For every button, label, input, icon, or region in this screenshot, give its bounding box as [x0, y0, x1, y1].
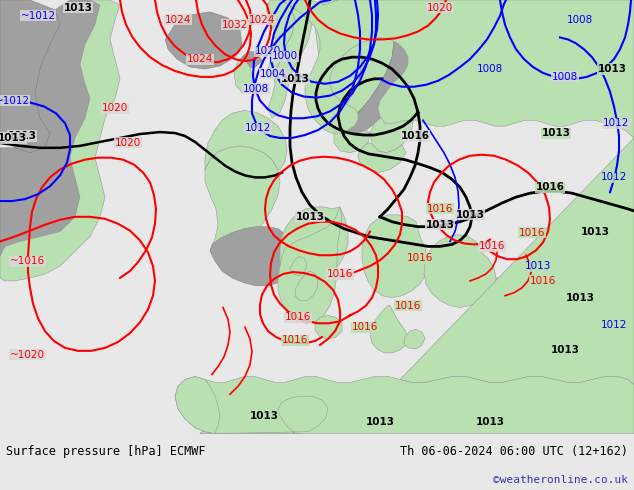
Text: 1004: 1004 [260, 69, 286, 79]
Polygon shape [496, 272, 548, 318]
Text: 1012: 1012 [603, 118, 629, 128]
Polygon shape [200, 412, 300, 434]
Text: 1013: 1013 [541, 128, 571, 138]
Text: 1032: 1032 [222, 20, 248, 29]
Text: ~1016: ~1016 [10, 256, 45, 266]
Text: 1012: 1012 [601, 172, 627, 182]
Polygon shape [175, 376, 634, 434]
Text: 1008: 1008 [567, 15, 593, 24]
Polygon shape [295, 271, 318, 300]
Polygon shape [370, 0, 450, 153]
Text: 1013: 1013 [295, 212, 325, 222]
Text: 1008: 1008 [477, 64, 503, 74]
Polygon shape [370, 306, 408, 353]
Text: 1024: 1024 [165, 15, 191, 24]
Text: 1024: 1024 [249, 15, 275, 24]
Text: 1016: 1016 [281, 335, 308, 345]
Text: 1020: 1020 [255, 46, 281, 56]
Text: 1012: 1012 [601, 320, 627, 330]
Text: Th 06-06-2024 06:00 UTC (12+162): Th 06-06-2024 06:00 UTC (12+162) [400, 445, 628, 458]
Text: 1012: 1012 [245, 123, 271, 133]
Text: 1013: 1013 [581, 226, 609, 237]
Polygon shape [0, 0, 100, 256]
Text: 1013: 1013 [566, 293, 595, 303]
Polygon shape [290, 256, 307, 276]
Text: 1013: 1013 [550, 345, 579, 355]
Text: 1016: 1016 [479, 242, 505, 251]
Text: 1016: 1016 [285, 312, 311, 322]
Polygon shape [424, 235, 496, 308]
Text: 1013: 1013 [63, 3, 93, 13]
Polygon shape [358, 143, 406, 172]
Text: 1000: 1000 [272, 51, 298, 61]
Polygon shape [278, 207, 342, 323]
Polygon shape [282, 0, 634, 384]
Text: 1016: 1016 [536, 182, 564, 192]
Text: 1013: 1013 [455, 210, 484, 220]
Text: 1016: 1016 [401, 131, 429, 141]
Text: 1013: 1013 [365, 417, 394, 427]
Text: 1020: 1020 [102, 103, 128, 113]
Text: 1013: 1013 [525, 261, 551, 271]
Text: ©weatheronline.co.uk: ©weatheronline.co.uk [493, 475, 628, 485]
Polygon shape [175, 376, 220, 434]
Polygon shape [315, 316, 342, 339]
Text: 1020: 1020 [427, 3, 453, 13]
Polygon shape [240, 51, 262, 68]
Polygon shape [314, 0, 362, 120]
Text: 1008: 1008 [552, 72, 578, 82]
Text: 1013: 1013 [280, 74, 309, 84]
Text: 1013: 1013 [476, 417, 505, 427]
Text: 1016: 1016 [427, 204, 453, 214]
Polygon shape [280, 207, 348, 286]
Polygon shape [205, 110, 287, 170]
Text: 1013: 1013 [250, 411, 278, 421]
Polygon shape [205, 146, 280, 251]
Polygon shape [340, 0, 420, 133]
Text: ~1020: ~1020 [10, 350, 45, 360]
Text: 1013: 1013 [0, 133, 27, 143]
Text: Surface pressure [hPa] ECMWF: Surface pressure [hPa] ECMWF [6, 445, 205, 458]
Polygon shape [278, 396, 328, 434]
Text: ~1012: ~1012 [20, 11, 56, 21]
Polygon shape [268, 2, 312, 118]
Polygon shape [200, 412, 295, 434]
Text: 1020: 1020 [115, 138, 141, 148]
Polygon shape [210, 227, 296, 286]
Text: 1016: 1016 [395, 300, 421, 311]
Text: 1024: 1024 [187, 54, 213, 64]
Text: 1016: 1016 [519, 227, 545, 238]
Polygon shape [0, 0, 60, 153]
Text: 1013: 1013 [425, 220, 455, 230]
Text: ~1012: ~1012 [0, 96, 30, 105]
Text: 1016: 1016 [407, 253, 433, 263]
Polygon shape [0, 0, 120, 281]
Polygon shape [234, 59, 253, 94]
Polygon shape [165, 12, 242, 69]
Polygon shape [362, 215, 428, 297]
Polygon shape [266, 0, 295, 74]
Polygon shape [334, 128, 370, 153]
Text: 1008: 1008 [243, 84, 269, 94]
Text: 1016: 1016 [327, 269, 353, 279]
Text: 1016: 1016 [352, 322, 378, 332]
Text: 1013: 1013 [8, 131, 37, 141]
Text: 1016: 1016 [530, 276, 556, 286]
Polygon shape [404, 329, 425, 349]
Text: 1013: 1013 [597, 64, 626, 74]
Polygon shape [338, 0, 394, 123]
